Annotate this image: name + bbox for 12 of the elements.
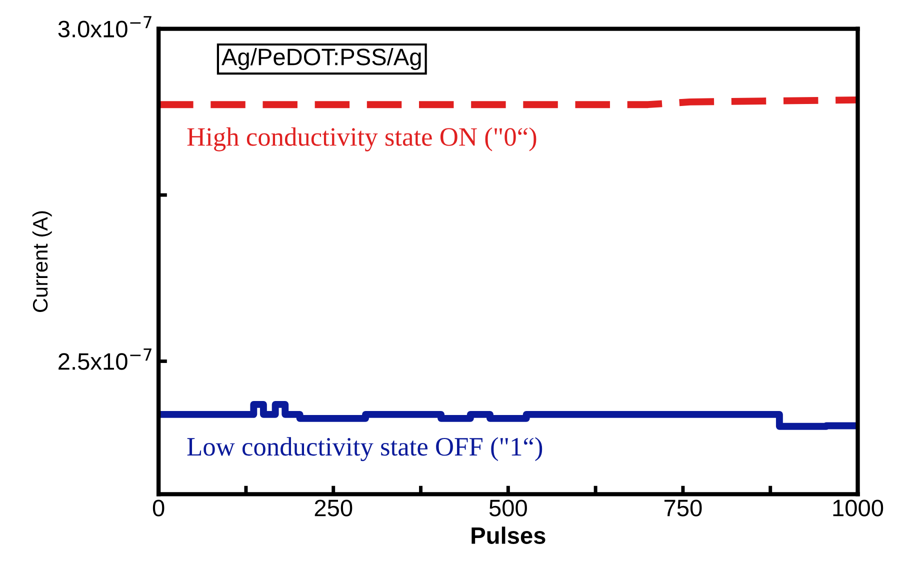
x-axis-title: Pulses [472,526,546,544]
x-tick-label: 250 [314,500,352,516]
y-tick-label: 2.5x10$^{−7}$ [58,348,152,370]
y-tick-label: 3.0x10$^{−7}$ [58,16,152,38]
annotation: Ag/PeDOT:PSS/Ag [222,48,421,70]
x-tick-label: 500 [489,500,527,516]
x-tick-label: 0 [152,500,164,516]
series-label: Low conductivity state OFF ("1“) [187,437,542,462]
y-axis-title: Current (A) [32,211,52,312]
x-tick-label: 750 [664,500,702,516]
series-label: High conductivity state ON ("0“) [187,127,536,152]
x-tick-label: 1000 [833,500,884,516]
